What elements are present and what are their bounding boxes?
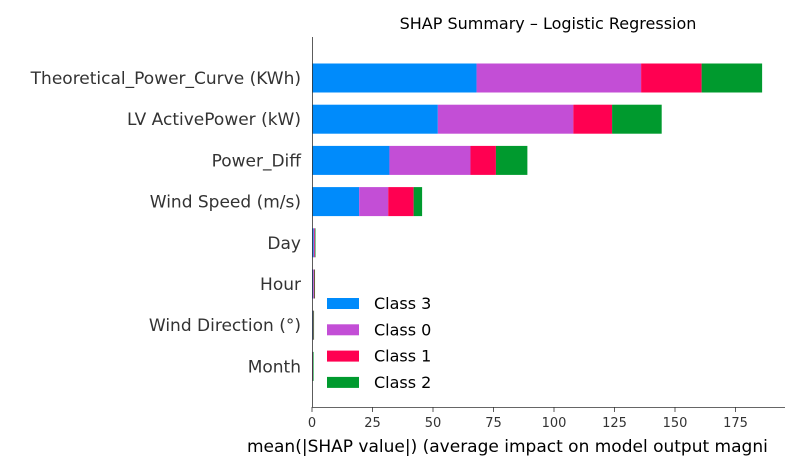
- legend-label: Class 2: [374, 373, 431, 392]
- bar-wind-speed-m-s--class-3: [413, 187, 423, 217]
- legend: Class 3 Class 0 Class 1 Class 2: [327, 294, 431, 392]
- x-axis-label: mean(|SHAP value|) (average impact on mo…: [247, 437, 768, 457]
- bar-lv-activepower-kw--class-2: [573, 104, 613, 134]
- bar-month-class-3: [312, 351, 314, 381]
- category-labels: Theoretical_Power_Curve (KWh) LV ActivePo…: [30, 69, 303, 377]
- bar-power-diff-class-2: [470, 145, 496, 175]
- category-label: Theoretical_Power_Curve (KWh): [30, 69, 301, 89]
- bar-day-class-1: [313, 228, 315, 258]
- category-label: Power_Diff: [212, 151, 303, 171]
- category-label: Wind Speed (m/s): [150, 193, 301, 213]
- category-label: Hour: [260, 275, 301, 295]
- bar-theoretical-power-curve-kwh--class-0: [312, 63, 477, 93]
- bar-lv-activepower-kw--class-1: [437, 104, 574, 134]
- category-label: Month: [248, 357, 301, 377]
- legend-swatch: [327, 298, 359, 309]
- bar-wind-direction--class-1: [312, 310, 314, 340]
- bar-hour-class-3: [314, 269, 316, 299]
- x-tick-label: 0: [308, 416, 316, 431]
- bar-day-class-3: [314, 228, 316, 258]
- legend-swatch: [327, 324, 359, 336]
- x-tick-label: 150: [663, 416, 688, 431]
- x-tick-label: 25: [364, 416, 381, 431]
- bar-wind-direction--class-3: [313, 310, 315, 340]
- category-label: Wind Direction (°): [149, 316, 301, 336]
- bar-power-diff-class-1: [389, 145, 471, 175]
- bar-theoretical-power-curve-kwh--class-3: [701, 63, 763, 93]
- bar-lv-activepower-kw--class-0: [312, 104, 438, 134]
- bar-day-class-2: [314, 228, 316, 258]
- bar-wind-speed-m-s--class-1: [359, 187, 389, 217]
- legend-swatch: [327, 350, 359, 362]
- x-tick-label: 125: [602, 416, 627, 431]
- bar-wind-speed-m-s--class-0: [312, 187, 360, 217]
- bar-hour-class-1: [313, 269, 314, 299]
- bar-power-diff-class-3: [495, 145, 528, 175]
- x-ticks: 0 25 50 75 100 125 150 175: [308, 407, 748, 431]
- category-label: Day: [267, 234, 301, 254]
- bars-group: [312, 63, 763, 381]
- legend-label: Class 3: [374, 294, 431, 313]
- bar-hour-class-2: [313, 269, 315, 299]
- bar-theoretical-power-curve-kwh--class-1: [476, 63, 642, 93]
- x-tick-label: 100: [542, 416, 567, 431]
- x-tick-label: 175: [723, 416, 748, 431]
- x-tick-label: 50: [425, 416, 442, 431]
- chart-title: SHAP Summary – Logistic Regression: [400, 14, 697, 33]
- x-tick-label: 75: [485, 416, 502, 431]
- legend-label: Class 1: [374, 347, 431, 366]
- legend-swatch: [327, 376, 359, 388]
- legend-label: Class 0: [374, 320, 431, 339]
- bar-wind-speed-m-s--class-2: [388, 187, 414, 217]
- bar-lv-activepower-kw--class-3: [612, 104, 662, 134]
- bar-power-diff-class-0: [312, 145, 390, 175]
- bar-theoretical-power-curve-kwh--class-2: [641, 63, 702, 93]
- category-label: LV ActivePower (kW): [127, 110, 301, 130]
